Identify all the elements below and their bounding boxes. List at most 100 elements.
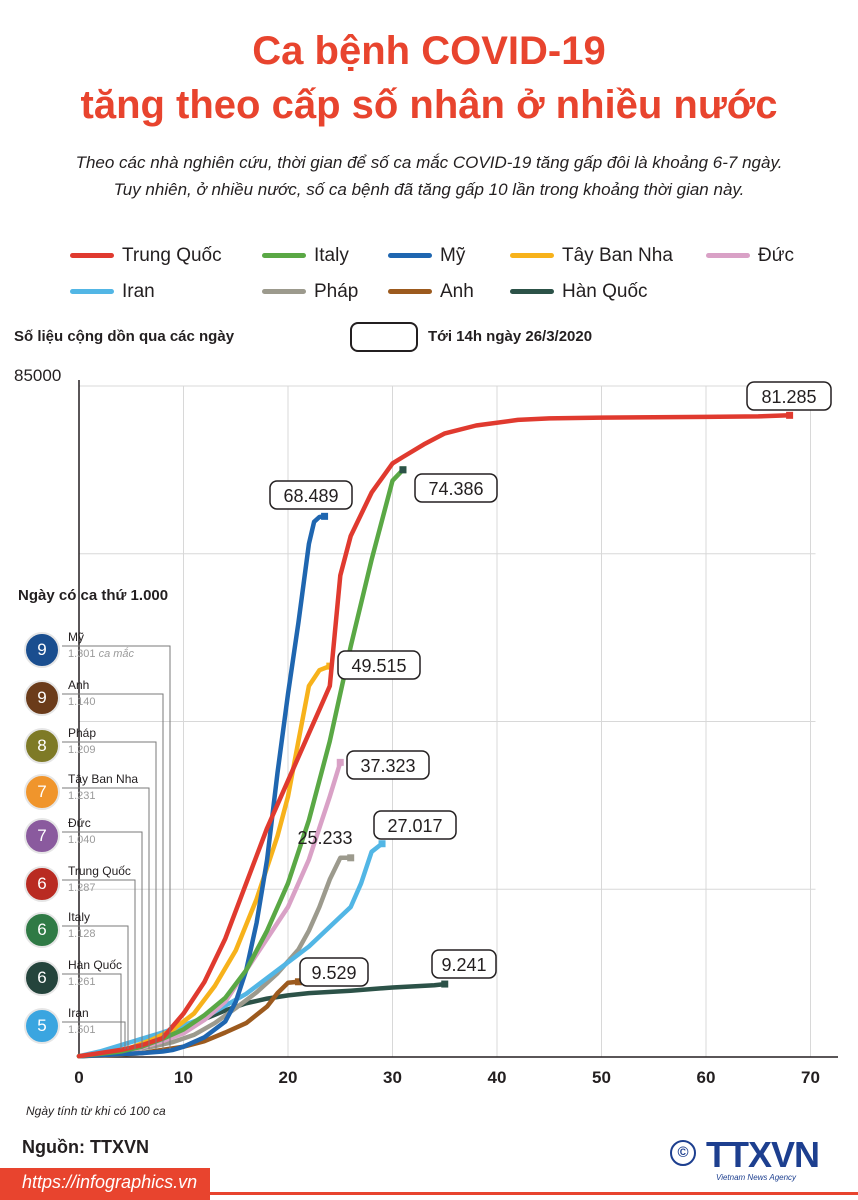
footer-url[interactable]: https://infographics.vn [22, 1172, 198, 1192]
legend-swatch [70, 253, 114, 259]
data-label-box [269, 480, 353, 510]
first1000-day-badge: 9 [24, 632, 60, 668]
legend-swatch [262, 253, 306, 259]
first1000-connector [62, 879, 136, 1049]
first1000-connector [62, 787, 150, 1049]
legend-swatch [510, 289, 554, 295]
x-tick-label: 20 [279, 1068, 298, 1087]
legend-swatch [706, 253, 750, 259]
legend-item: Hàn Quốc [510, 280, 648, 304]
first1000-cases: 1.209 [68, 744, 96, 756]
series-end-marker [786, 411, 794, 419]
legend-label: Hàn Quốc [562, 281, 648, 302]
first1000-connector [62, 831, 143, 1049]
data-label: 49.515 [351, 656, 406, 676]
first1000-cases-note: ca mắc [98, 648, 135, 660]
first1000-country: Iran [68, 1006, 89, 1020]
data-label-box [746, 381, 832, 411]
subtitle-line2: Tuy nhiên, ở nhiều nước, số ca bệnh đã t… [113, 180, 745, 199]
x-tick-label: 10 [174, 1068, 193, 1087]
ttxvn-logo-subtitle: Vietnam News Agency [716, 1173, 797, 1182]
first1000-connector [62, 741, 157, 1049]
as-of-label: Tới 14h ngày 26/3/2020 [428, 328, 593, 345]
data-label: 9.241 [441, 955, 486, 975]
legend-swatch [388, 289, 432, 295]
legend-label: Trung Quốc [122, 245, 222, 266]
x-tick-label: 60 [697, 1068, 716, 1087]
first1000-connector [62, 1021, 126, 1049]
series-end-marker [294, 978, 302, 986]
x-axis-label: Ngày tính từ khi có 100 ca [26, 1104, 166, 1118]
first1000-connector [62, 973, 122, 1049]
x-tick-label: 50 [592, 1068, 611, 1087]
series-end-marker [336, 758, 344, 766]
x-tick-label: 0 [74, 1068, 83, 1087]
series-end-marker [347, 854, 355, 862]
first1000-country: Pháp [68, 726, 97, 740]
first1000-country: Anh [68, 678, 90, 692]
legend-swatch [70, 289, 114, 295]
first1000-day-badge: 6 [24, 866, 60, 902]
page-title: Ca bệnh COVID-19 [252, 29, 606, 73]
series-line [76, 663, 333, 1059]
legend-item: Italy [262, 244, 349, 268]
first1000-day-badge: 8 [24, 728, 60, 764]
legend-swatch [262, 289, 306, 295]
data-label-box [414, 473, 498, 503]
data-label-box [337, 650, 421, 680]
first1000-cases: 1.128 [68, 928, 96, 940]
first1000-day-badge: 9 [24, 680, 60, 716]
series-end-marker [378, 840, 386, 848]
first1000-country: Tây Ban Nha [68, 772, 139, 786]
covid-line-chart: 0 10 20 30 40 50 60 70 85000 Ngày tính từ khi có … [14, 366, 838, 1118]
page-title-line2: tăng theo cấp số nhân ở nhiều nước [80, 83, 778, 127]
first1000-cases: 1.231 [68, 790, 96, 802]
series-line [76, 413, 792, 1059]
legend-swatch [388, 253, 432, 259]
first1000-day-badge: 6 [24, 960, 60, 996]
first1000-cases: 1.040 [68, 834, 96, 846]
footer-url-bar [0, 1168, 210, 1200]
legend-label: Anh [440, 281, 474, 302]
first1000-cases: 1.501 [68, 1024, 96, 1036]
first1000-cases: 1.261 [68, 976, 96, 988]
first1000-day-badge: 6 [24, 912, 60, 948]
first1000-country: Trung Quốc [68, 864, 131, 878]
legend-label: Đức [758, 245, 794, 266]
first1000-cases: 1.287 [68, 882, 96, 894]
data-label-box [431, 949, 497, 979]
legend-swatch [510, 253, 554, 259]
copyright-icon: © [670, 1140, 696, 1166]
subtitle-line1: Theo các nhà nghiên cứu, thời gian để số… [75, 153, 783, 172]
cumulative-label: Số liệu cộng dồn qua các ngày [14, 328, 235, 345]
ttxvn-logo: TTXVN [706, 1134, 820, 1175]
data-label: 27.017 [387, 816, 442, 836]
first1000-connector [62, 645, 171, 1049]
x-tick-label: 40 [488, 1068, 507, 1087]
legend-item: Iran [70, 280, 155, 304]
legend-item: Đức [706, 244, 794, 268]
legend-item: Mỹ [388, 244, 465, 268]
first1000-connector [62, 693, 164, 1049]
y-tick-label: 85000 [14, 366, 61, 385]
data-label: 37.323 [360, 756, 415, 776]
first1000-country: Đức [68, 816, 91, 830]
data-label: 9.529 [311, 963, 356, 983]
first1000-title: Ngày có ca thứ 1.000 [18, 587, 169, 604]
data-label-box [373, 810, 457, 840]
x-tick-label: 30 [383, 1068, 402, 1087]
legend-label: Pháp [314, 281, 359, 302]
data-label-box [346, 750, 430, 780]
legend-item: Pháp [262, 280, 358, 304]
legend-item: Anh [388, 280, 474, 304]
first1000-day-badge: 7 [24, 774, 60, 810]
series-end-marker [321, 512, 329, 520]
first1000-cases: 1.140 [68, 696, 96, 708]
first1000-connector [62, 925, 129, 1049]
first1000-country: Italy [68, 910, 91, 924]
legend-label: Mỹ [440, 245, 466, 266]
legend-label: Tây Ban Nha [562, 245, 673, 266]
first1000-day-badge: 7 [24, 818, 60, 854]
first1000-country: Hàn Quốc [68, 958, 123, 972]
legend-label: Italy [314, 245, 349, 266]
